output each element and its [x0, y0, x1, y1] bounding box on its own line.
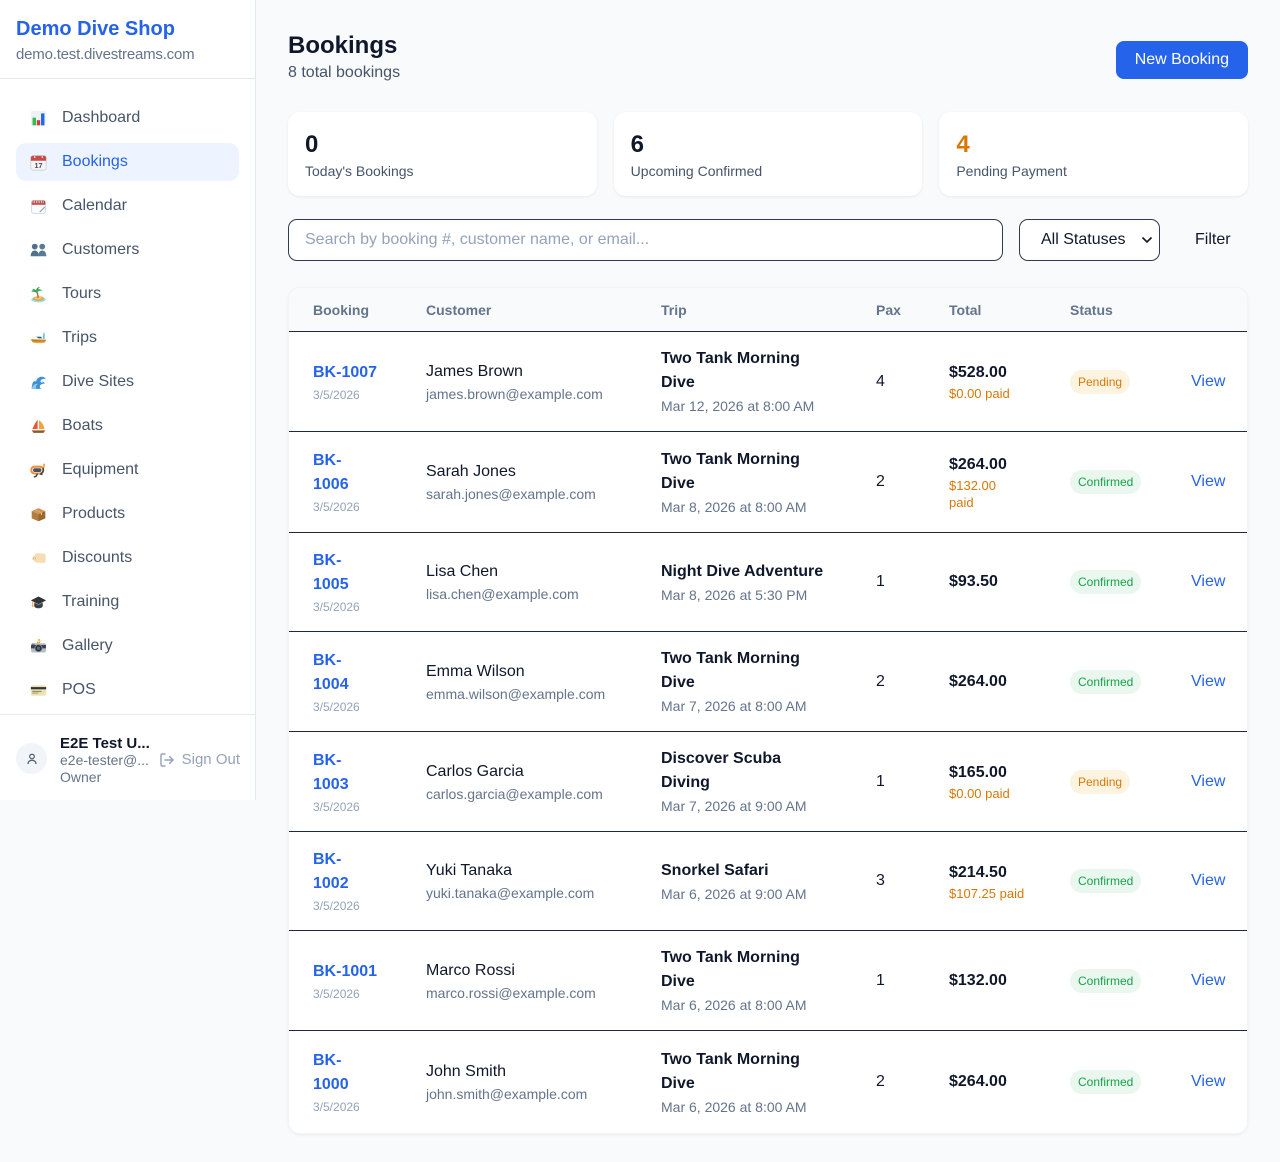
svg-text:17: 17 [34, 161, 42, 170]
